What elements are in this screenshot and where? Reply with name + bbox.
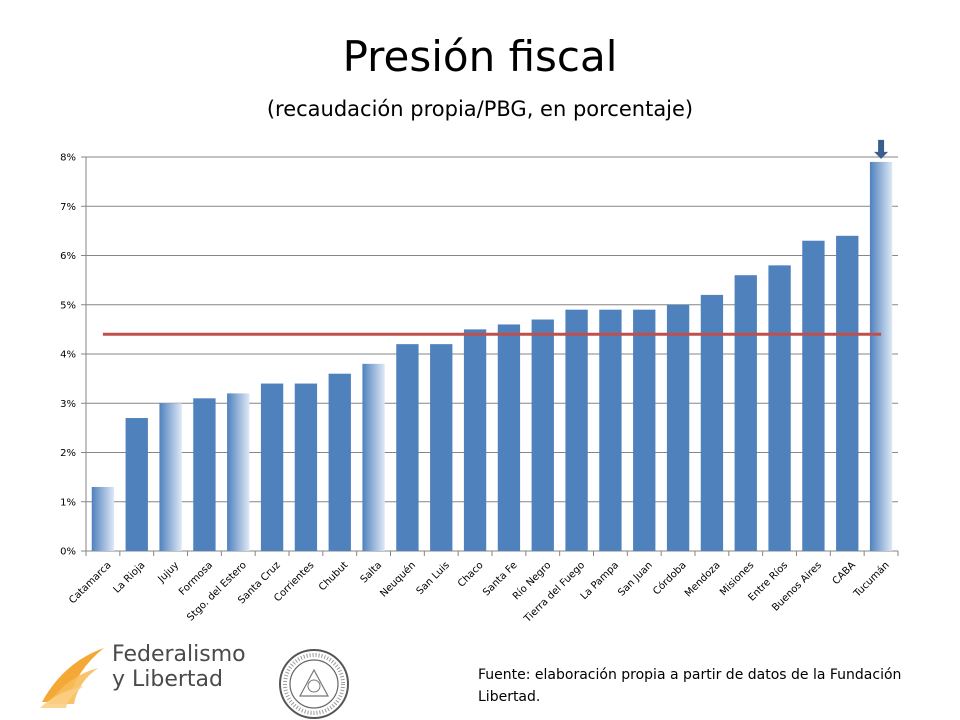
bar-entre-r-os bbox=[768, 265, 791, 551]
bar-jujuy bbox=[159, 403, 182, 551]
bar-san-juan bbox=[633, 309, 656, 551]
x-tick-label: Jujuy bbox=[156, 560, 182, 586]
x-tick-label: La Rioja bbox=[112, 560, 148, 596]
x-tick-label: Chaco bbox=[456, 560, 486, 590]
bar-tucum-n bbox=[869, 161, 893, 552]
bar-misiones bbox=[734, 275, 757, 551]
y-tick-label: 3% bbox=[60, 399, 76, 410]
logo-line-2: y Libertad bbox=[112, 667, 223, 692]
bar-c-rdoba bbox=[666, 304, 690, 551]
down-arrow-icon bbox=[874, 139, 889, 159]
y-tick-label: 7% bbox=[60, 202, 76, 213]
bar-salta bbox=[362, 363, 385, 551]
x-tick-label: CABA bbox=[831, 560, 858, 587]
x-tick-label: Tierra del Fuego bbox=[522, 560, 588, 626]
y-tick-label: 6% bbox=[60, 251, 76, 262]
x-tick-label: Mendoza bbox=[683, 560, 723, 600]
y-tick-label: 4% bbox=[60, 350, 76, 361]
logo-line-1: Federalismo bbox=[112, 642, 246, 667]
bar-formosa bbox=[193, 398, 216, 551]
y-tick-label: 0% bbox=[60, 547, 76, 558]
bar-santa-fe bbox=[497, 324, 521, 551]
logo-wordmark: Federalismo y Libertad bbox=[112, 642, 246, 692]
x-tick-label: San Juan bbox=[616, 560, 655, 599]
bar-la-pampa bbox=[599, 309, 622, 551]
bar-stgo-del-estero bbox=[227, 393, 250, 551]
bar-catamarca bbox=[91, 486, 115, 551]
bar-mendoza bbox=[700, 294, 724, 551]
bar-santa-cruz bbox=[260, 383, 284, 551]
x-tick-label: Stgo. del Estero bbox=[185, 560, 249, 624]
y-tick-label: 5% bbox=[60, 300, 76, 311]
y-tick-label: 2% bbox=[60, 448, 76, 459]
bar-caba bbox=[836, 235, 859, 552]
x-tick-label: Catamarca bbox=[67, 560, 113, 606]
bar-neuqu-n bbox=[396, 344, 419, 551]
y-tick-labels: 0% 1% 2% 3% 4% 5% 6% 7% 8% bbox=[60, 153, 76, 558]
page-subtitle: (recaudación propia/PBG, en porcentaje) bbox=[266, 97, 694, 121]
bar-chaco bbox=[463, 329, 487, 551]
source-note: Fuente: elaboración propia a partir de d… bbox=[478, 667, 902, 705]
x-tick-label: Neuquén bbox=[378, 559, 418, 599]
bar-chubut bbox=[328, 373, 351, 551]
bar-corrientes bbox=[294, 383, 318, 551]
bar-r-o-negro bbox=[531, 319, 554, 551]
x-tick-label: Chubut bbox=[317, 560, 350, 593]
bar-la-rioja bbox=[125, 418, 148, 551]
bar-san-luis bbox=[430, 344, 453, 551]
x-tick-label: San Luis bbox=[415, 560, 452, 597]
federalismo-logo: Federalismo y Libertad bbox=[38, 642, 258, 714]
bars bbox=[91, 161, 893, 552]
grid-lines bbox=[81, 156, 899, 556]
university-seal bbox=[279, 649, 349, 719]
page-title: Presión fiscal bbox=[342, 32, 618, 81]
bar-buenos-aires bbox=[802, 240, 825, 551]
wings-icon bbox=[40, 648, 104, 708]
arrow-marker-group bbox=[874, 139, 889, 159]
y-tick-label: 1% bbox=[60, 497, 76, 508]
x-tick-label: Salta bbox=[359, 560, 385, 586]
y-tick-label: 8% bbox=[60, 153, 76, 164]
x-tick-label: Tucumán bbox=[851, 559, 892, 600]
bar-tierra-del-fuego bbox=[565, 309, 588, 551]
